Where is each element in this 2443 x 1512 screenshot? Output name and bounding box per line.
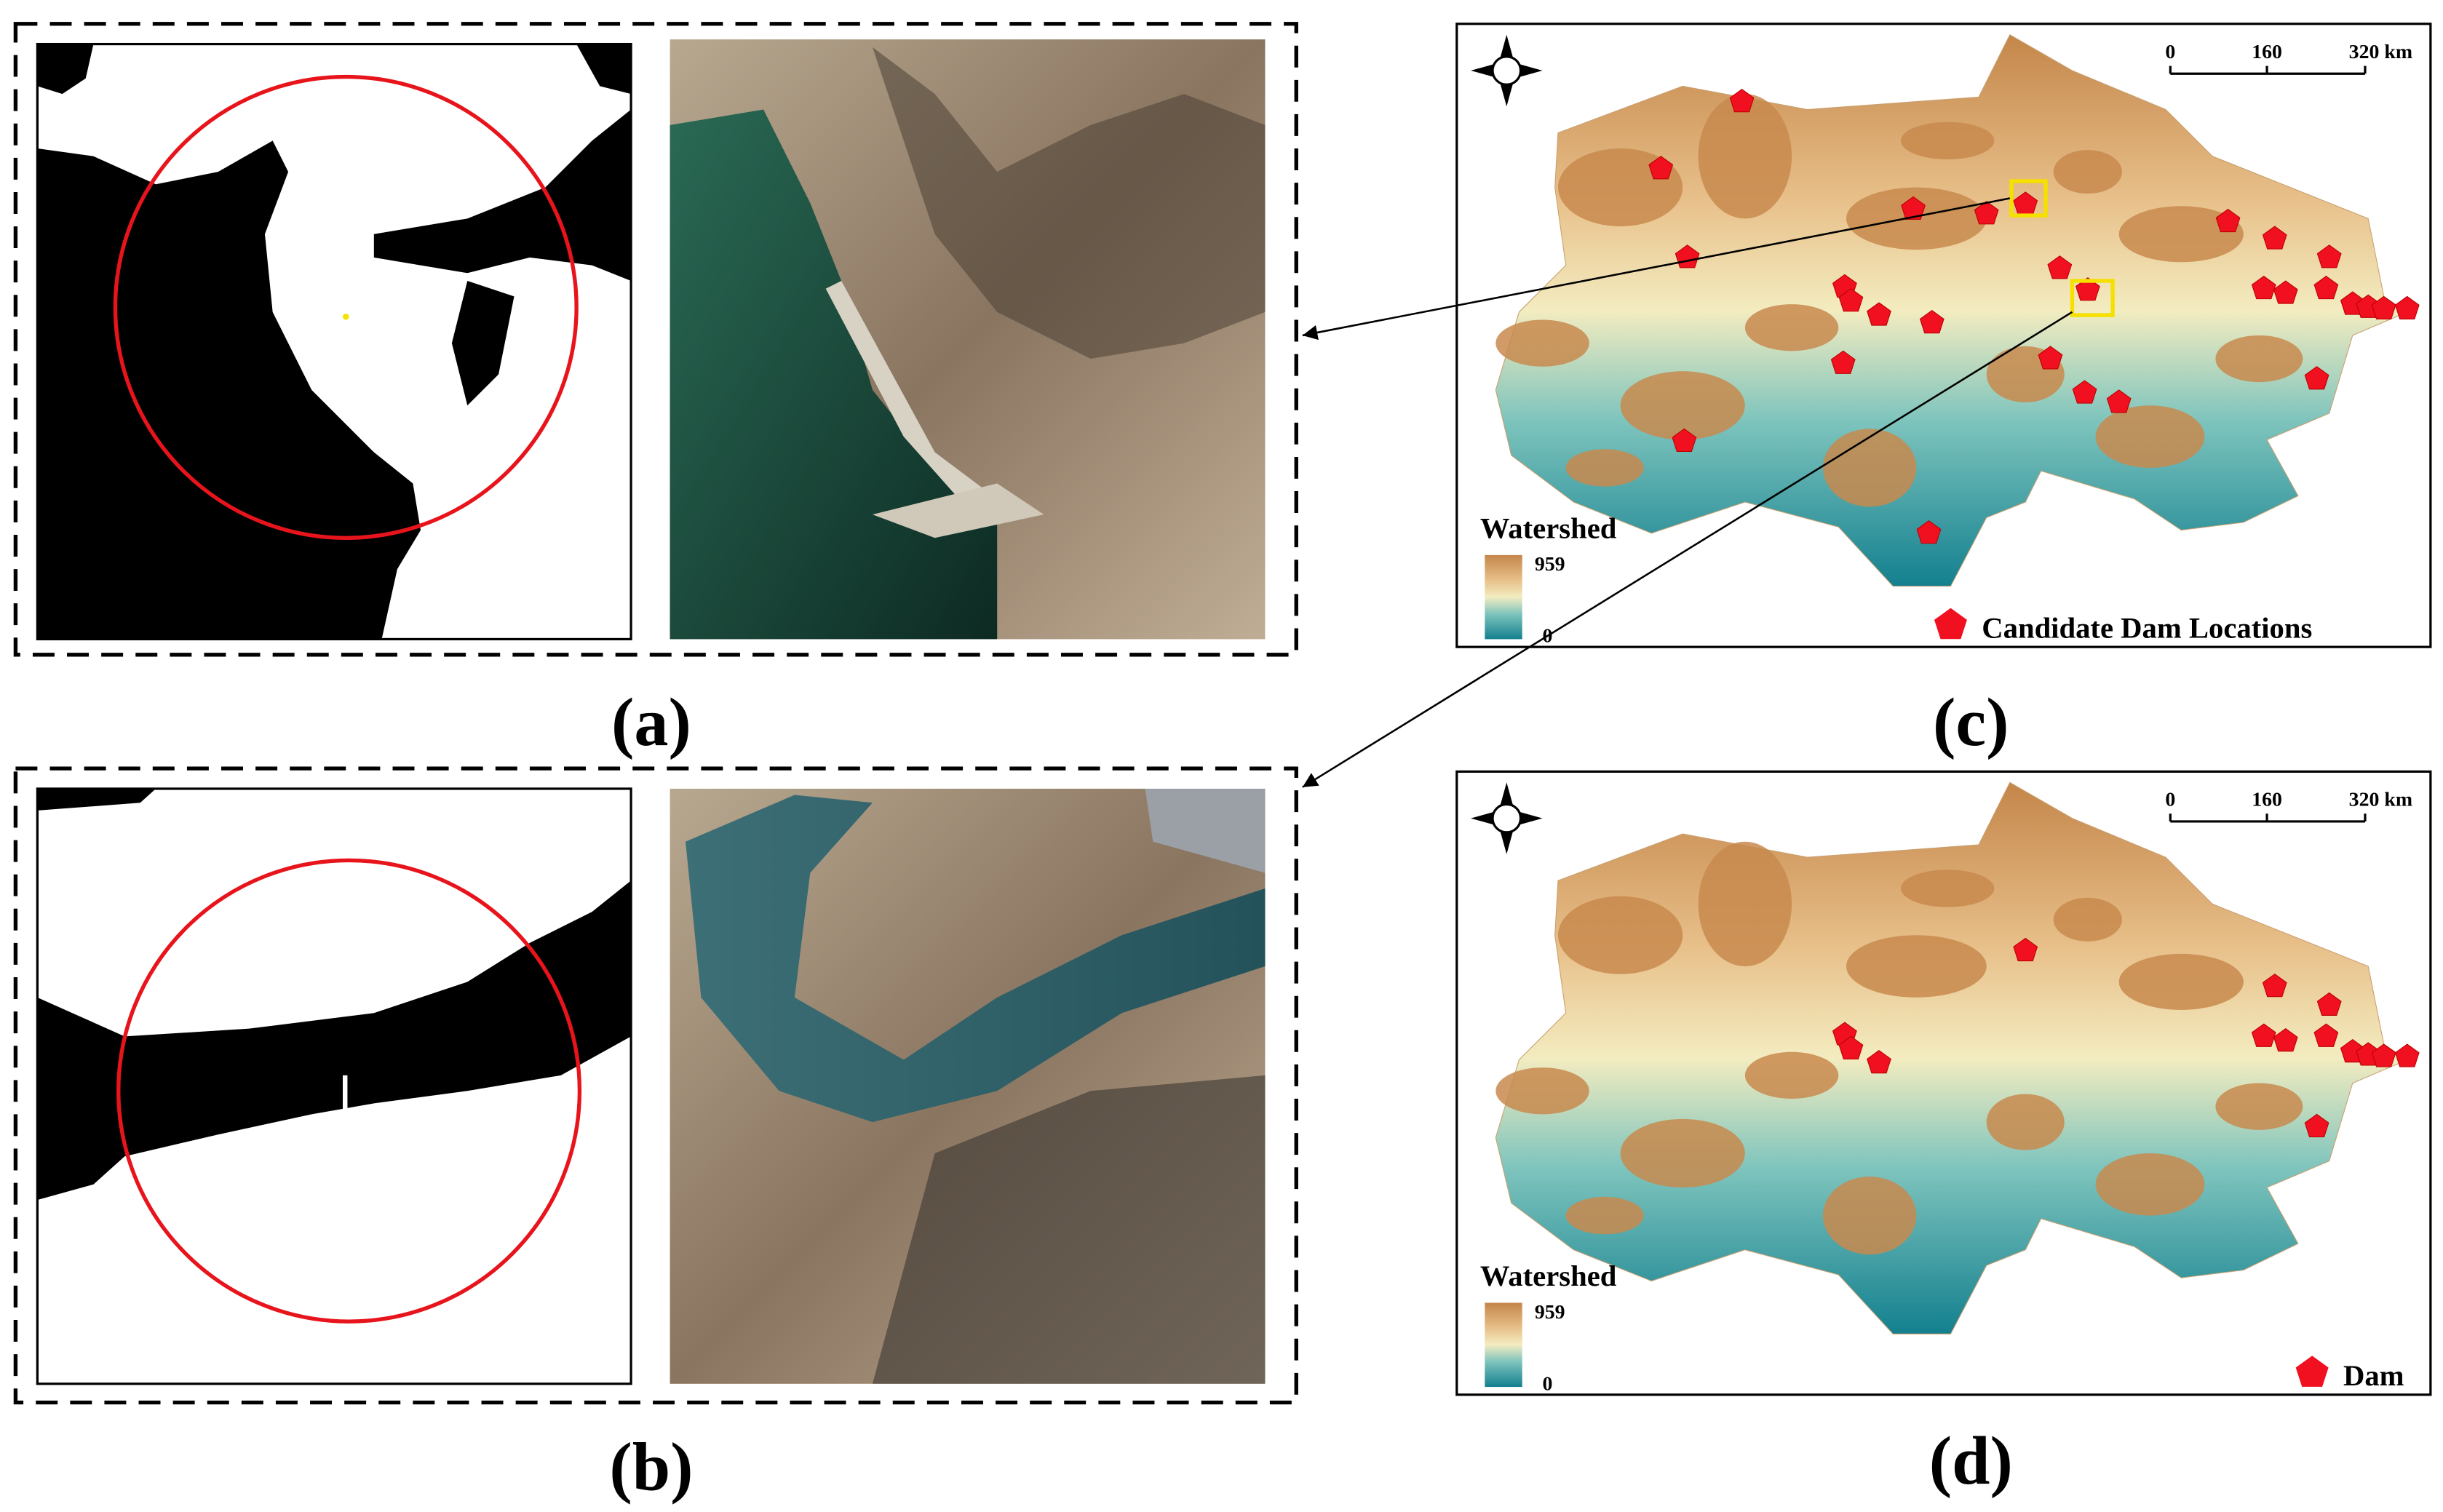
catchment-patch: [1744, 1051, 1839, 1099]
dam-marker: [2106, 389, 2132, 413]
legend-max: 959: [1535, 1301, 1565, 1324]
legend-max: 959: [1535, 553, 1565, 576]
dam-marker: [2316, 244, 2342, 268]
dam-marker: [2313, 1023, 2339, 1047]
dam-marker: [2304, 366, 2329, 390]
dam-marker: [2075, 277, 2100, 301]
catchment-patch: [2095, 405, 2205, 468]
catchment-patch: [1698, 841, 1792, 967]
catchment-patch: [2215, 1083, 2303, 1130]
dam-marker: [2371, 1043, 2396, 1067]
catchment-patch: [1557, 896, 1683, 974]
catchment-patch: [1495, 1067, 1589, 1115]
panel-label: (a): [611, 685, 691, 760]
dam-marker: [2273, 280, 2298, 304]
marker-legend: Dam: [2343, 1359, 2404, 1392]
dam-marker: [1830, 350, 1856, 374]
dam-marker: [1729, 89, 1755, 113]
arrow: [1302, 197, 2011, 341]
catchment-patch: [2118, 206, 2244, 263]
dam-marker: [2047, 255, 2073, 279]
panel-label: (c): [1933, 685, 2009, 760]
legend-title: Watershed: [1480, 512, 1617, 544]
scale-label: 320 km: [2349, 41, 2412, 63]
dam-marker: [1648, 156, 1674, 180]
catchment-patch: [1495, 319, 1589, 367]
dam-marker: [2371, 295, 2396, 320]
map-panel: 0 160 320 km Watershed 959 0 Dam (d): [1455, 770, 2432, 1499]
dam-marker: [1838, 1035, 1864, 1059]
catchment-patch: [2215, 335, 2303, 383]
legend-marker: [1934, 608, 1967, 640]
compass-ring: [1491, 803, 1522, 834]
dam-marker: [2215, 208, 2241, 233]
dam-marker: [2316, 992, 2342, 1016]
scale-label: 160: [2252, 789, 2282, 811]
dam-marker: [2262, 226, 2287, 250]
catchment-patch: [1620, 1118, 1745, 1188]
dam-marker: [2262, 974, 2287, 998]
dam-marker: [1919, 310, 1945, 334]
legend-min: 0: [1543, 1372, 1553, 1395]
catchment-patch: [1822, 429, 1917, 507]
panel-label: (d): [1929, 1423, 2013, 1499]
dam-marker: [2304, 1113, 2329, 1137]
panel-label: (b): [609, 1429, 693, 1505]
legend-title: Watershed: [1480, 1260, 1617, 1292]
panel-frame: [13, 22, 1298, 657]
highlight-box: [2070, 279, 2115, 317]
dam-marker: [2313, 275, 2339, 300]
catchment-patch: [2118, 953, 2244, 1010]
dam-marker: [2038, 346, 2063, 370]
scale-label: 160: [2252, 41, 2282, 63]
catchment-patch: [2053, 150, 2122, 194]
dam-marker: [1867, 1049, 1891, 1074]
highlight-box: [2009, 179, 2048, 218]
color-bar: [1485, 1302, 1522, 1388]
marker-legend: Candidate Dam Locations: [1982, 611, 2312, 644]
binary-image: [36, 42, 632, 641]
color-bar: [1485, 554, 1522, 640]
dam-marker: [2273, 1028, 2298, 1052]
dam-marker: [1672, 428, 1697, 452]
catchment-patch: [1822, 1177, 1917, 1255]
legend-marker: [2295, 1356, 2329, 1387]
arrow: [1302, 311, 2073, 788]
dam-marker: [2251, 275, 2276, 300]
dam-marker: [2394, 295, 2420, 320]
catchment-patch: [2095, 1153, 2205, 1216]
binary-image: [36, 787, 632, 1385]
satellite-image: [670, 788, 1266, 1384]
dam-marker: [1838, 288, 1864, 312]
catchment-patch: [1698, 94, 1792, 219]
map-group: 0 160 320 km Watershed 959 0 Candidate Dam Loc…: [1455, 23, 2432, 1499]
dam-marker: [2251, 1023, 2276, 1047]
catchment-patch: [1846, 935, 1987, 998]
catchment-patch: [1900, 122, 1995, 160]
dam-marker: [2394, 1043, 2420, 1067]
catchment-patch: [1620, 371, 1745, 440]
dam-marker: [1867, 302, 1891, 326]
dam-marker: [1974, 201, 1999, 225]
satellite-image: [670, 39, 1266, 640]
dam-marker: [2072, 380, 2097, 404]
catchment-patch: [1744, 304, 1839, 351]
dam-marker: [1916, 520, 1942, 544]
dam-marker: [1901, 196, 1926, 220]
catchment-patch: [2053, 897, 2122, 942]
scale-label: 0: [2165, 41, 2175, 63]
catchment-patch: [1565, 449, 1644, 487]
panel-frame: [13, 766, 1298, 1405]
catchment-patch: [1986, 1094, 2065, 1150]
compass-ring: [1491, 55, 1522, 86]
dam-marker: [2013, 937, 2038, 962]
scale-label: 320 km: [2349, 789, 2412, 811]
scale-label: 0: [2165, 789, 2175, 811]
catchment-patch: [1900, 870, 1995, 907]
catchment-patch: [1565, 1196, 1644, 1235]
